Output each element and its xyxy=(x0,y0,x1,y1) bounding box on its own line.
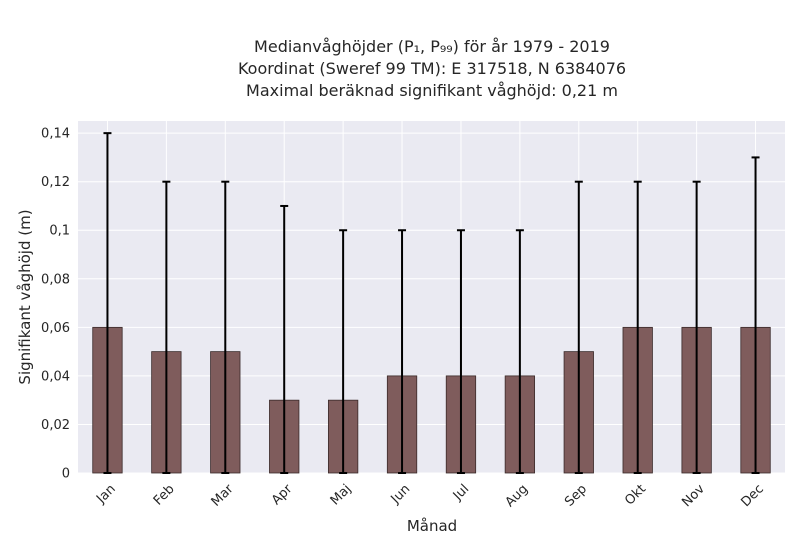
y-axis-label: Signifikant våghöjd (m) xyxy=(16,209,34,384)
error-bar-jan xyxy=(103,132,112,474)
error-bar-apr xyxy=(280,204,289,474)
x-tick-label: Jan xyxy=(93,482,118,507)
y-tick-label: 0 xyxy=(62,467,70,482)
error-bar-aug xyxy=(515,229,524,474)
x-tick-label: Okt xyxy=(622,482,649,509)
error-bar-mar xyxy=(221,180,230,474)
x-tick-label: Nov xyxy=(679,481,708,510)
y-axis-ticks: 0 0,02 0,04 0,06 0,08 0,1 0,12 0,14 xyxy=(41,127,70,482)
x-tick-label: Feb xyxy=(151,482,178,509)
plot-area xyxy=(78,121,785,473)
error-bar-dec xyxy=(751,156,760,474)
x-tick-label: Dec xyxy=(738,482,766,510)
x-tick-label: Sep xyxy=(562,482,590,510)
error-bar-sep xyxy=(574,180,583,474)
error-bar-jun xyxy=(398,229,407,474)
y-tick-label: 0,02 xyxy=(41,418,70,433)
x-tick-label: Aug xyxy=(503,482,532,511)
chart-title-line-3: Maximal beräknad signifikant våghöjd: 0,… xyxy=(246,81,618,100)
x-tick-label: Jun xyxy=(388,482,414,508)
y-tick-label: 0,1 xyxy=(49,224,70,239)
y-tick-label: 0,14 xyxy=(41,127,70,142)
error-bar-feb xyxy=(162,180,171,474)
x-axis-ticks: Jan Feb Mar Apr Maj Jun Jul Aug Sep Okt Nov Dec xyxy=(93,481,767,510)
x-tick-label: Maj xyxy=(328,482,355,509)
chart-title: Medianvåghöjder (P₁, P₉₉) för år 1979 - … xyxy=(238,37,626,100)
y-tick-label: 0,06 xyxy=(41,321,70,336)
y-tick-label: 0,12 xyxy=(41,175,70,190)
y-tick-label: 0,04 xyxy=(41,369,70,384)
x-axis-label: Månad xyxy=(407,517,457,535)
x-tick-label: Jul xyxy=(450,482,472,504)
error-bar-jul xyxy=(456,229,465,474)
error-bar-maj xyxy=(339,229,348,474)
error-bar-nov xyxy=(692,180,701,474)
y-tick-label: 0,08 xyxy=(41,272,70,287)
x-tick-label: Apr xyxy=(269,481,296,508)
error-bars xyxy=(103,132,760,474)
chart-title-line-1: Medianvåghöjder (P₁, P₉₉) för år 1979 - … xyxy=(254,37,610,56)
error-bar-okt xyxy=(633,180,642,474)
x-tick-label: Mar xyxy=(209,481,237,509)
chart-title-line-2: Koordinat (Sweref 99 TM): E 317518, N 63… xyxy=(238,59,626,78)
